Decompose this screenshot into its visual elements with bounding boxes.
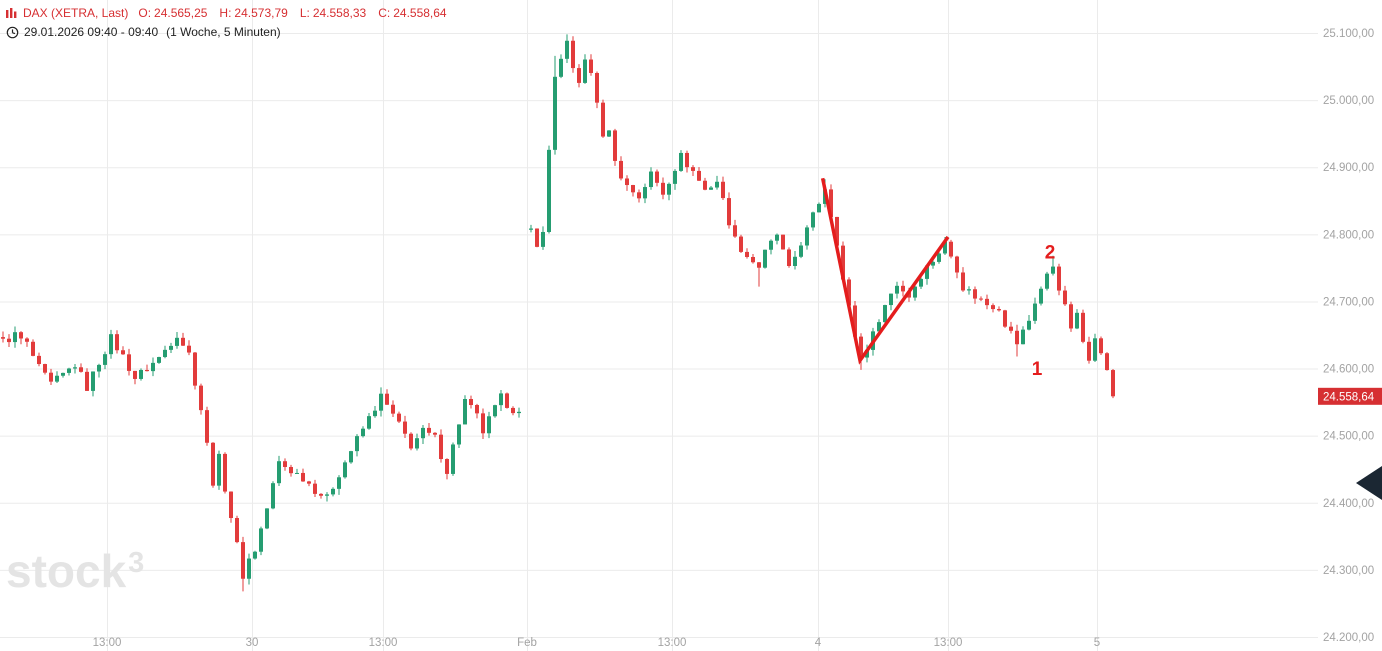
ohlc-open: O: 24.565,25 <box>138 5 207 22</box>
instrument-row: DAX (XETRA, Last) O: 24.565,25 H: 24.573,7… <box>6 5 459 22</box>
svg-text:24.800,00: 24.800,00 <box>1323 229 1374 241</box>
high-value: 24.573,79 <box>234 6 288 20</box>
clock-icon <box>6 26 19 39</box>
interval-label: (1 Woche, 5 Minuten) <box>166 25 281 39</box>
stock3-watermark: stock3 <box>6 544 144 598</box>
ohlc-low: L: 24.558,33 <box>300 5 366 22</box>
high-label: H: <box>219 6 232 20</box>
watermark-text: stock <box>6 545 127 597</box>
svg-text:24.600,00: 24.600,00 <box>1323 364 1374 376</box>
y-axis-labels[interactable]: 25.100,00 25.000,00 24.900,00 24.800,00 24.7… <box>1323 28 1374 644</box>
instrument-name[interactable]: DAX (XETRA, Last) <box>23 6 129 20</box>
open-value: 24.565,25 <box>154 6 208 20</box>
svg-text:13:00: 13:00 <box>658 637 687 649</box>
svg-text:25.000,00: 25.000,00 <box>1323 95 1374 107</box>
svg-text:5: 5 <box>1094 637 1100 649</box>
x-axis-labels[interactable]: 13:00 30 13:00 Feb 13:00 4 13:00 5 <box>93 637 1101 649</box>
trend-annotation[interactable]: 21 <box>820 177 1056 380</box>
svg-text:24.558,64: 24.558,64 <box>1323 391 1375 403</box>
chart-header: DAX (XETRA, Last) O: 24.565,25 H: 24.573,7… <box>6 5 459 41</box>
ohlc-high: H: 24.573,79 <box>219 5 287 22</box>
wave-label-1[interactable]: 1 <box>1032 359 1043 380</box>
svg-text:24.500,00: 24.500,00 <box>1323 431 1374 443</box>
close-label: C: <box>378 6 391 20</box>
jump-to-latest-wedge[interactable] <box>1356 466 1382 500</box>
gridlines <box>0 0 1318 651</box>
svg-text:24.900,00: 24.900,00 <box>1323 162 1374 174</box>
last-price-tag: 24.558,64 <box>1318 387 1382 405</box>
svg-text:13:00: 13:00 <box>934 637 963 649</box>
low-label: L: <box>299 6 310 20</box>
svg-text:13:00: 13:00 <box>369 637 398 649</box>
wave-label-2[interactable]: 2 <box>1045 242 1056 263</box>
date-range: 29.01.2026 09:40 - 09:40 <box>24 25 159 39</box>
svg-text:24.700,00: 24.700,00 <box>1323 296 1374 308</box>
open-label: O: <box>138 6 152 20</box>
svg-text:24.300,00: 24.300,00 <box>1323 565 1374 577</box>
candles <box>1 34 1115 592</box>
svg-text:13:00: 13:00 <box>93 637 122 649</box>
low-value: 24.558,33 <box>312 6 367 20</box>
svg-text:Feb: Feb <box>517 637 537 649</box>
bar-chart-icon <box>6 7 18 20</box>
svg-text:4: 4 <box>815 637 822 649</box>
svg-text:24.400,00: 24.400,00 <box>1323 498 1374 510</box>
watermark-sup: 3 <box>128 547 145 579</box>
svg-text:24.200,00: 24.200,00 <box>1323 632 1374 644</box>
ohlc-close: C: 24.558,64 <box>378 5 446 22</box>
close-value: 24.558,64 <box>393 6 447 20</box>
svg-text:30: 30 <box>246 637 259 649</box>
svg-text:25.100,00: 25.100,00 <box>1323 28 1374 40</box>
timeframe-row: 29.01.2026 09:40 - 09:40 (1 Woche, 5 Min… <box>6 24 459 41</box>
